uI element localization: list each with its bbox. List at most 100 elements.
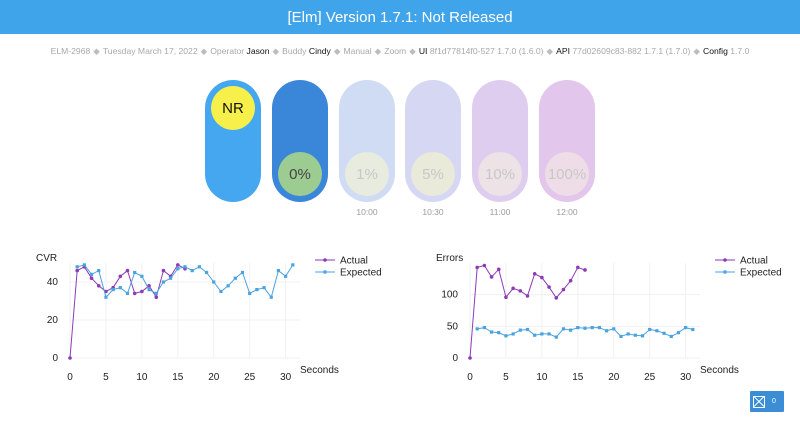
data-point (554, 296, 559, 300)
x-tick-label: 15 (572, 372, 584, 383)
x-axis-label: Seconds (300, 365, 339, 376)
data-point (525, 294, 530, 298)
data-point (161, 280, 166, 284)
stage-pip: 1% (345, 152, 389, 196)
data-point (154, 295, 159, 299)
legend-label: Expected (740, 268, 782, 279)
data-point (569, 328, 573, 332)
data-point (96, 284, 101, 288)
separator-icon: ◆ (546, 46, 554, 56)
x-tick-label: 0 (67, 372, 73, 383)
data-point (604, 329, 609, 333)
ui-version: 8f1d77814f0-527 1.7.0 (1.6.0) (429, 46, 544, 56)
operator-name[interactable]: Jason (246, 46, 270, 56)
bug-icon (753, 395, 765, 408)
cvr-chart-svg: 0 20 40 0 5 10 15 20 25 30 CVR Seconds ActualExpecte… (36, 253, 382, 383)
app-header: [Elm] Version 1.7.1: Not Released (0, 0, 800, 34)
data-point (118, 274, 123, 279)
data-point (533, 333, 537, 337)
data-point (612, 327, 616, 331)
stage-5[interactable]: 5% (405, 80, 461, 202)
data-point (204, 270, 209, 275)
data-point (147, 284, 151, 288)
legend-marker (323, 258, 327, 262)
data-point (518, 289, 523, 293)
data-point (190, 269, 194, 273)
separator-icon: ◆ (693, 46, 701, 56)
data-point (561, 287, 566, 292)
stage-1[interactable]: 1% (339, 80, 395, 202)
separator-icon: ◆ (93, 46, 100, 56)
data-point (590, 326, 594, 330)
data-point (125, 291, 130, 295)
x-tick-label: 5 (503, 372, 509, 383)
y-tick-label: 0 (52, 353, 58, 364)
x-axis-label: Seconds (700, 365, 739, 376)
stage-10[interactable]: 10% (472, 80, 528, 202)
stage-pip: 0% (278, 152, 322, 196)
data-point (89, 272, 94, 276)
data-point (540, 332, 544, 336)
data-point (576, 265, 580, 270)
legend-label: Actual (740, 256, 768, 267)
data-point (662, 331, 666, 335)
data-point (518, 328, 522, 332)
x-tick-label: 5 (103, 372, 109, 383)
data-point (482, 326, 486, 330)
bug-count: 0 (772, 398, 776, 405)
manual-link[interactable]: Manual (343, 46, 372, 56)
buddy-name[interactable]: Cindy (308, 46, 331, 56)
data-point (284, 274, 288, 278)
data-point (482, 263, 487, 268)
legend-label: Expected (340, 268, 382, 279)
bug-report-button[interactable]: 0 (750, 391, 784, 412)
data-point (183, 265, 187, 269)
data-point (504, 334, 508, 338)
data-point (82, 263, 86, 267)
data-point (525, 327, 530, 332)
y-tick-label: 50 (447, 321, 459, 332)
stage-100[interactable]: 100% (539, 80, 595, 202)
data-point (540, 275, 544, 280)
series-line (69, 264, 186, 359)
x-tick-label: 30 (680, 372, 692, 383)
data-point (619, 334, 623, 339)
x-tick-label: 10 (136, 372, 148, 383)
y-axis-label: CVR (36, 253, 57, 264)
separator-icon: ◆ (272, 46, 280, 56)
zoom-link[interactable]: Zoom (384, 46, 407, 56)
data-point (75, 265, 79, 269)
data-point (147, 288, 151, 292)
ui-label: UI (418, 46, 428, 56)
stage-pip: 10% (478, 152, 522, 196)
data-point (97, 269, 101, 273)
data-point (576, 326, 580, 330)
x-tick-label: 0 (467, 372, 473, 383)
data-point (648, 327, 652, 332)
data-point (511, 286, 515, 291)
data-point (233, 276, 237, 280)
separator-icon: ◆ (200, 46, 208, 56)
stage-pip: 100% (545, 152, 589, 196)
stage-nr[interactable]: NR (205, 80, 261, 202)
data-point (497, 331, 501, 335)
data-point (475, 327, 479, 331)
page-title: [Elm] Version 1.7.1: Not Released (287, 8, 513, 26)
series-line (469, 264, 586, 359)
api-version: 77d02609c83-882 1.7.1 (1.7.0) (572, 46, 691, 56)
data-point (89, 276, 94, 280)
x-tick-label: 10 (536, 372, 548, 383)
data-point (655, 329, 659, 333)
stage-0[interactable]: 0% (272, 80, 328, 202)
x-tick-label: 25 (244, 372, 256, 383)
y-tick-label: 0 (452, 353, 458, 364)
x-tick-label: 20 (208, 372, 220, 383)
legend-label: Actual (340, 256, 368, 267)
data-point (475, 265, 479, 270)
data-point (504, 295, 508, 299)
data-point (269, 295, 273, 299)
data-point (248, 291, 252, 295)
separator-icon: ◆ (374, 46, 382, 56)
data-point (640, 334, 645, 338)
data-point (291, 263, 295, 267)
